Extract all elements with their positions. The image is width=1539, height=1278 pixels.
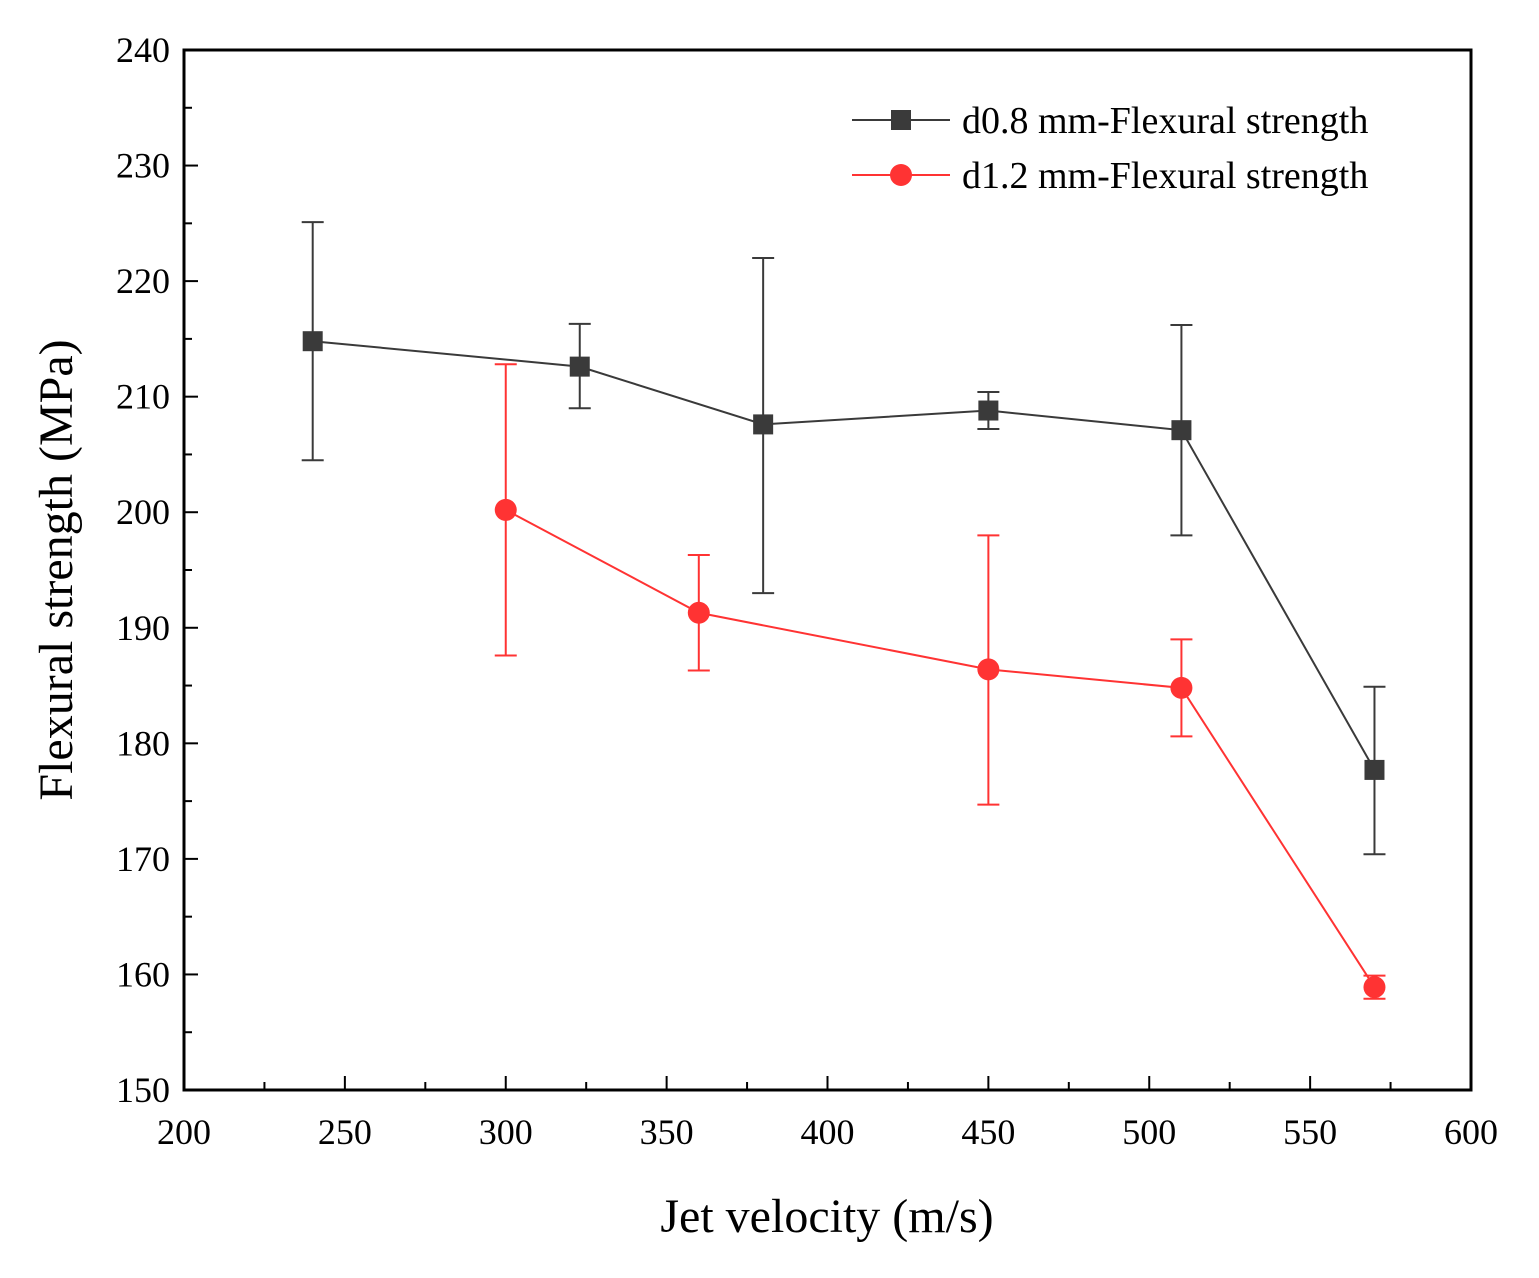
legend: d0.8 mm-Flexural strength d1.2 mm-Flexur… [852,100,1368,197]
x-axis: 200 250 300 350 400 450 500 550 600 [157,1076,1498,1152]
legend-marker-circle [890,164,912,186]
data-point [1364,759,1385,780]
x-axis-title: Jet velocity (m/s) [660,1190,993,1243]
x-tick-label: 600 [1444,1112,1498,1152]
x-tick-label: 200 [157,1112,211,1152]
x-tick-label: 250 [318,1112,372,1152]
y-axis-title: Flexural strength (MPa) [30,339,83,800]
series-line [505,509,1376,988]
data-point [1170,676,1193,699]
legend-label-d0-8: d0.8 mm-Flexural strength [962,100,1368,142]
legend-marker-square [891,110,911,130]
data-point [753,414,774,435]
series-d1-2 [494,363,1386,1000]
data-point [687,601,710,624]
x-tick-label: 500 [1122,1112,1176,1152]
series-line [312,340,1376,771]
data-point [978,400,999,421]
x-tick-label: 400 [801,1112,855,1152]
plot-frame [182,48,1473,1092]
plot-area [182,48,1473,1092]
data-point [977,658,1000,681]
data-point [569,356,590,377]
data-point [1363,976,1386,999]
x-tick-label: 300 [479,1112,533,1152]
y-axis: 150 160 170 180 190 200 210 220 230 240 [116,30,198,1110]
y-tick-label: 150 [116,1070,170,1110]
data-point [494,498,517,521]
y-tick-label: 170 [116,839,170,879]
y-tick-label: 180 [116,723,170,763]
y-tick-label: 230 [116,146,170,186]
y-tick-label: 200 [116,492,170,532]
legend-label-d1-2: d1.2 mm-Flexural strength [962,155,1368,197]
y-tick-label: 220 [116,261,170,301]
y-tick-label: 190 [116,608,170,648]
data-point [302,331,323,352]
x-tick-label: 450 [961,1112,1015,1152]
y-tick-label: 210 [116,377,170,417]
y-tick-label: 160 [116,954,170,994]
series-d0-8 [301,221,1386,856]
data-point [1171,420,1192,441]
series-layer [301,221,1386,1000]
y-tick-label: 240 [116,30,170,70]
x-tick-label: 550 [1283,1112,1337,1152]
x-tick-label: 350 [640,1112,694,1152]
